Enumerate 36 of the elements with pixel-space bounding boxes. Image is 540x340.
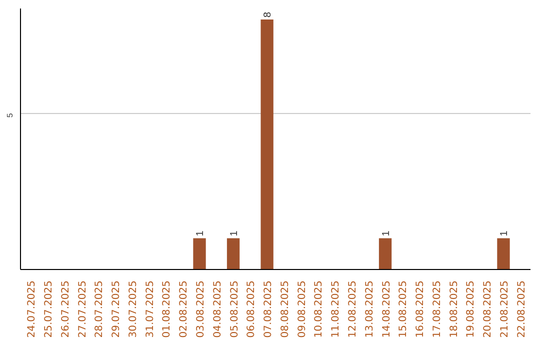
x-tick-label: 01.08.2025	[162, 280, 173, 338]
x-tick-label: 20.08.2025	[482, 280, 494, 338]
x-tick-label: 19.08.2025	[466, 280, 477, 338]
data-label: 1	[195, 230, 206, 236]
x-tick-label: 21.08.2025	[499, 280, 510, 338]
x-tick-label: 14.08.2025	[381, 280, 392, 338]
x-tick-label: 05.08.2025	[229, 280, 240, 338]
data-label: 8	[262, 11, 274, 18]
x-tick-label: 27.07.2025	[77, 280, 88, 338]
x-tick-label: 28.07.2025	[94, 280, 106, 338]
x-tick-label: 22.08.2025	[516, 280, 528, 338]
x-tick-label: 11.08.2025	[330, 280, 342, 338]
x-tick-label: 13.08.2025	[364, 280, 376, 338]
x-tick-label: 12.08.2025	[347, 280, 358, 338]
x-tick-label: 08.08.2025	[280, 280, 291, 338]
x-tick-label: 24.07.2025	[26, 280, 38, 338]
y-tick-label: 5	[6, 112, 14, 118]
x-tick-label: 16.08.2025	[415, 280, 426, 338]
data-label: 1	[380, 230, 392, 236]
x-tick-label: 17.08.2025	[432, 280, 443, 338]
x-tick-label: 26.07.2025	[60, 280, 72, 338]
x-tick-label: 30.07.2025	[128, 280, 139, 338]
x-tick-label: 29.07.2025	[111, 280, 122, 338]
data-label: 1	[498, 230, 510, 236]
x-tick-label: 25.07.2025	[44, 280, 55, 338]
x-tick-label: 03.08.2025	[196, 280, 207, 338]
x-tick-label: 18.08.2025	[448, 280, 460, 338]
x-tick-label: 09.08.2025	[296, 280, 308, 338]
x-tick-label: 07.08.2025	[263, 280, 274, 338]
x-tick-label: 10.08.2025	[314, 280, 325, 338]
x-tick-label: 06.08.2025	[246, 280, 258, 338]
x-tick-label: 31.07.2025	[144, 280, 156, 338]
x-tick-label: 15.08.2025	[398, 280, 410, 338]
x-tick-label: 04.08.2025	[212, 280, 224, 338]
x-tick-label: 02.08.2025	[178, 280, 190, 338]
data-label: 1	[228, 230, 240, 236]
